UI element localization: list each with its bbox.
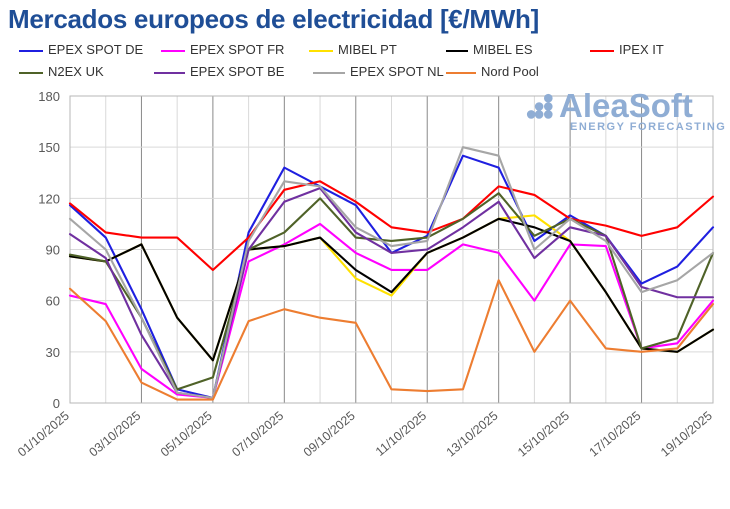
- svg-text:60: 60: [46, 294, 60, 309]
- svg-text:120: 120: [38, 191, 60, 206]
- svg-text:150: 150: [38, 140, 60, 155]
- svg-text:30: 30: [46, 345, 60, 360]
- svg-text:0: 0: [53, 396, 60, 411]
- svg-text:ENERGY FORECASTING: ENERGY FORECASTING: [570, 121, 726, 133]
- svg-text:90: 90: [46, 243, 60, 258]
- svg-text:AleaSoft: AleaSoft: [559, 87, 693, 124]
- svg-text:180: 180: [38, 89, 60, 104]
